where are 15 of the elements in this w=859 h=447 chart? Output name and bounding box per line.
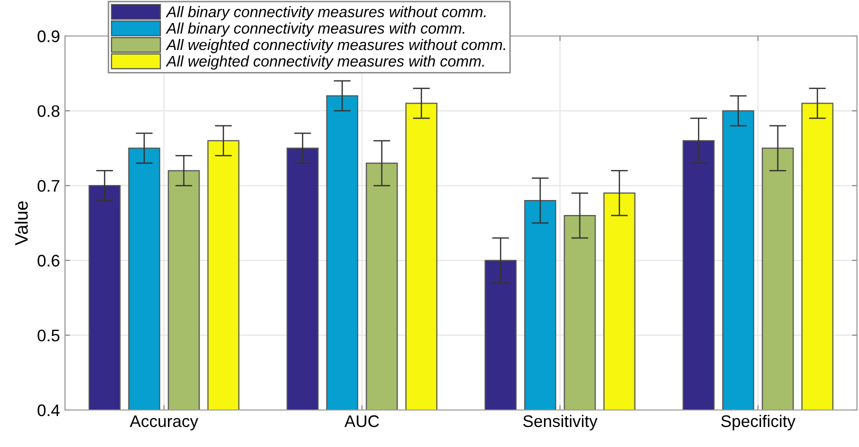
y-axis-title: Value (14, 201, 28, 246)
x-tick-label: Sensitivity (523, 414, 598, 430)
y-tick-label: 0.5 (38, 330, 60, 342)
y-tick-label: 0.6 (38, 254, 60, 267)
legend-label: All weighted connectivity measures with comm. (166, 55, 484, 70)
legend-label: All binary connectivity measures without comm. (166, 6, 486, 20)
y-tick-label: 0.8 (38, 105, 60, 118)
y-tick-label: 0.7 (38, 180, 60, 192)
x-tick-label: Specificity (721, 414, 796, 430)
y-tick-label: 0.4 (38, 404, 60, 416)
legend-label: All binary connectivity measures with comm. (166, 22, 464, 37)
x-tick-label: AUC (344, 415, 379, 428)
y-tick-label: 0.9 (38, 30, 60, 42)
x-tick-label: Accuracy (130, 415, 198, 430)
legend-label: All weighted connectivity measures without comm. (166, 38, 506, 54)
